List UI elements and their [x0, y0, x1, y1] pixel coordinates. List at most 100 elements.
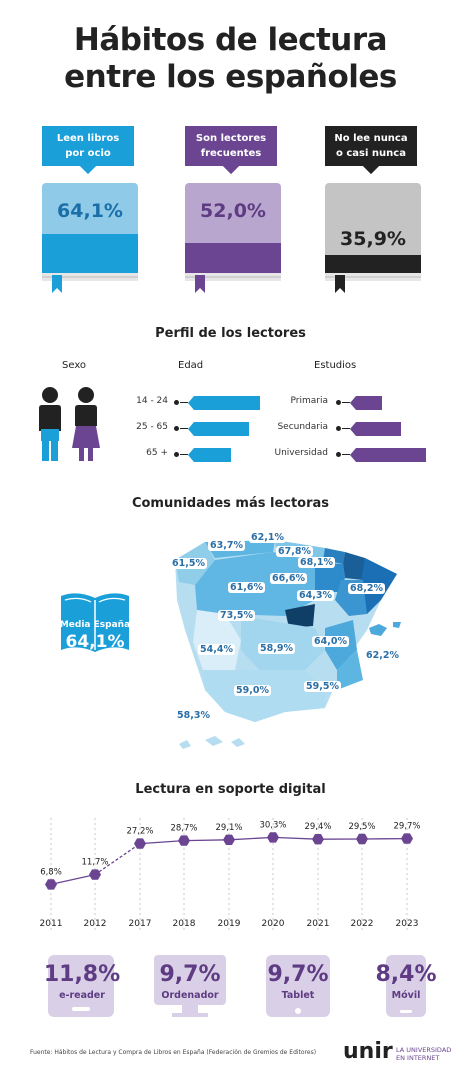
- age-bar: [188, 448, 231, 462]
- x-tick-label: 2012: [84, 919, 107, 929]
- x-tick-label: 2011: [40, 919, 63, 929]
- age-bar: [188, 422, 249, 436]
- device-value: 9,7%: [267, 962, 329, 987]
- community-value: 67,8%: [276, 546, 313, 557]
- age-connector: [180, 454, 188, 455]
- studies-bar: [350, 448, 426, 462]
- series-line-segment: [183, 839, 230, 842]
- book-icon: [185, 183, 281, 293]
- data-point: [267, 832, 279, 843]
- stat-tag-label: Leen libros por ocio: [57, 131, 119, 161]
- data-label: 28,7%: [170, 824, 197, 834]
- data-label: 30,3%: [259, 820, 286, 830]
- studies-bar: [350, 396, 382, 410]
- series-line-segment: [139, 839, 185, 845]
- studies-label: Estudios: [314, 360, 357, 371]
- community-value: 62,1%: [249, 532, 286, 543]
- stat-tag-label: Son lectores frecuentes: [196, 131, 266, 161]
- device-value: 9,7%: [159, 962, 221, 987]
- stat-value: 35,9%: [340, 228, 406, 250]
- device-shape: [154, 955, 226, 1005]
- mobile-icon: [386, 955, 426, 1017]
- source-note: Fuente: Hábitos de Lectura y Compra de L…: [30, 1049, 317, 1056]
- device-button: [400, 1010, 412, 1013]
- profile-title: Perfil de los lectores: [155, 326, 306, 341]
- age-label: Edad: [178, 360, 204, 371]
- man-woman-icon: [39, 387, 100, 461]
- x-tick-label: 2020: [262, 919, 285, 929]
- stat-tag: No lee nunca o casi nunca: [325, 126, 417, 174]
- stat-tag-line: o casi nunca: [336, 148, 406, 159]
- community-value: 61,6%: [228, 582, 265, 593]
- stat-tag: Son lectores frecuentes: [185, 126, 277, 174]
- device-button: [72, 1007, 90, 1011]
- communities-title: Comunidades más lectoras: [131, 496, 330, 511]
- studies-label-item: Secundaria: [277, 422, 328, 432]
- average-value: 64,1%: [65, 632, 125, 652]
- bookmark-icon: [52, 275, 62, 293]
- data-label: 11,7%: [81, 858, 108, 868]
- book-icon: [325, 183, 421, 293]
- age-group-label: 14 - 24: [136, 396, 168, 406]
- community-value: 59,5%: [304, 681, 341, 692]
- studies-connector: [342, 402, 350, 403]
- device-shape: [48, 955, 114, 1017]
- data-label: 29,4%: [304, 822, 331, 832]
- bookmark-icon: [335, 275, 345, 293]
- device-value: 11,8%: [43, 962, 121, 987]
- series-line-segment: [94, 843, 141, 876]
- studies-label-item: Universidad: [274, 448, 329, 458]
- data-point: [356, 833, 368, 845]
- device-label: Móvil: [391, 990, 421, 1001]
- device-label: Tablet: [281, 990, 315, 1001]
- community-value: 66,6%: [270, 573, 307, 584]
- stat-tag-label: No lee nunca o casi nunca: [334, 131, 407, 161]
- community-value: 68,1%: [298, 557, 335, 568]
- data-label: 27,2%: [126, 827, 153, 837]
- age-group-label: 25 - 65: [136, 422, 168, 432]
- title-line-1: Hábitos de lectura: [73, 22, 388, 58]
- stat-tag-line: No lee nunca: [334, 133, 408, 144]
- x-tick-label: 2022: [351, 919, 374, 929]
- age-connector: [180, 402, 188, 403]
- tablet-icon: [266, 955, 330, 1017]
- data-point: [178, 835, 190, 846]
- digital-title: Lectura en soporte digital: [135, 782, 326, 797]
- average-book-icon: [61, 593, 129, 652]
- stat-tag-line: por ocio: [65, 148, 111, 159]
- community-value: 62,2%: [364, 650, 401, 661]
- brand-tagline-2: EN INTERNET: [396, 1054, 440, 1062]
- age-connector: [180, 428, 188, 429]
- x-tick-label: 2021: [307, 919, 330, 929]
- x-tick-label: 2018: [173, 919, 196, 929]
- age-bar: [188, 396, 260, 410]
- title-line-2: entre los españoles: [64, 59, 397, 95]
- stat-value: 52,0%: [200, 200, 266, 222]
- community-value: 58,3%: [175, 710, 212, 721]
- device-button: [295, 1008, 301, 1014]
- data-label: 29,1%: [215, 823, 242, 833]
- device-label: Ordenador: [161, 990, 219, 1001]
- stat-tag-line: Son lectores: [195, 133, 267, 144]
- age-dot: [174, 400, 179, 405]
- studies-connector: [342, 454, 350, 455]
- community-value: 63,7%: [208, 540, 245, 551]
- series-line-segment: [50, 873, 96, 886]
- studies-bar: [350, 422, 401, 436]
- data-label: 29,7%: [393, 822, 420, 832]
- bookmark-icon: [195, 275, 205, 293]
- studies-dot: [336, 452, 341, 457]
- book-icon: [42, 183, 138, 293]
- sex-label: Sexo: [62, 360, 87, 371]
- average-label: Media España: [59, 620, 131, 630]
- stat-tag-line: Leen libros: [56, 133, 120, 144]
- community-value: 61,5%: [170, 558, 207, 569]
- community-value: 64,0%: [312, 636, 349, 647]
- studies-dot: [336, 426, 341, 431]
- community-value: 59,0%: [234, 685, 271, 696]
- brand-tagline-1: LA UNIVERSIDAD: [396, 1046, 452, 1054]
- digital-line-chart: 6,8% 2011 11,7% 2012 27,2% 2017 28,7% 2018 29,1%…: [40, 818, 421, 930]
- data-point: [45, 879, 57, 890]
- age-group-label: 65 +: [146, 448, 168, 458]
- device-shape: [386, 955, 426, 1017]
